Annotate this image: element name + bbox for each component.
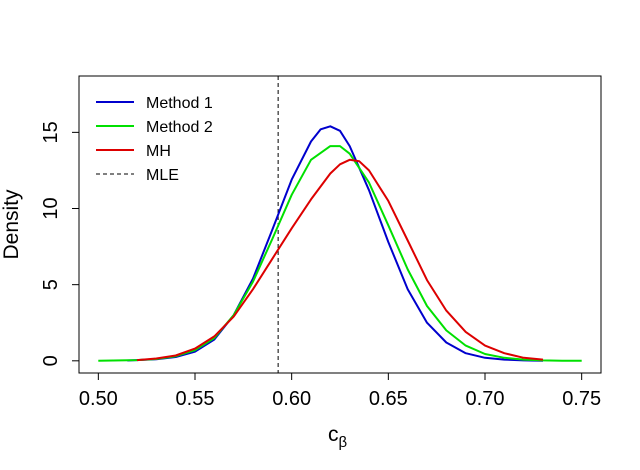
- x-tick-label: 0.50: [79, 388, 118, 410]
- series-line-mh: [136, 158, 544, 362]
- y-tick-label: 10: [40, 197, 62, 219]
- legend: Method 1 Method 2 MH MLE: [96, 95, 213, 184]
- y-axis-label: Density: [0, 189, 23, 260]
- x-tick-label: 0.70: [466, 388, 505, 410]
- x-axis-label: cβ: [328, 423, 348, 451]
- y-tick-label: 15: [40, 121, 62, 143]
- x-axis-label-main: c: [328, 423, 339, 446]
- x-axis-label-subscript: β: [339, 434, 348, 451]
- plot-area: [98, 76, 582, 373]
- axes: 0.50 0.55 0.60 0.65 0.70 0.75 0 5 10 15: [40, 121, 601, 410]
- legend-label-method-2: Method 2: [146, 119, 213, 136]
- y-tick-label: 5: [40, 279, 62, 290]
- x-tick-label: 0.65: [369, 388, 408, 410]
- x-tick-label: 0.75: [562, 388, 601, 410]
- legend-label-mle: MLE: [146, 167, 179, 184]
- legend-label-method-1: Method 1: [146, 95, 213, 112]
- series-line-method-1: [127, 125, 544, 362]
- x-tick-label: 0.55: [176, 388, 215, 410]
- series-line-method-2: [98, 145, 582, 362]
- x-tick-label: 0.60: [272, 388, 311, 410]
- y-tick-label: 0: [40, 355, 62, 366]
- legend-label-mh: MH: [146, 143, 171, 160]
